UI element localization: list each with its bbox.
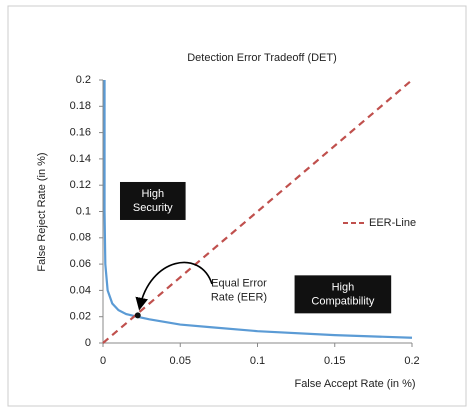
legend-label: EER-Line xyxy=(369,217,416,229)
y-axis-label: False Reject Rate (in %) xyxy=(36,152,48,271)
x-tick-label: 0.1 xyxy=(250,355,265,367)
y-tick-label: 0.04 xyxy=(70,284,91,296)
annotation-text: Security xyxy=(133,202,173,214)
y-tick-label: 0.1 xyxy=(76,205,91,217)
annotation-text: High xyxy=(332,281,355,293)
y-tick-label: 0.02 xyxy=(70,311,91,323)
eer-line xyxy=(102,79,413,344)
y-tick-label: 0.2 xyxy=(76,74,91,86)
y-tick-label: 0.12 xyxy=(70,179,91,191)
eer-point xyxy=(134,312,141,319)
x-tick-label: 0.2 xyxy=(404,355,419,367)
annotation-text: High xyxy=(141,188,164,200)
x-axis-label: False Accept Rate (in %) xyxy=(294,378,415,390)
annotation-box xyxy=(294,275,392,314)
y-tick-label: 0.06 xyxy=(70,258,91,270)
det-curve xyxy=(103,80,413,339)
annotation-box xyxy=(119,181,186,220)
x-tick-label: 0 xyxy=(100,355,106,367)
y-tick-label: 0.16 xyxy=(70,127,91,139)
eer-arrow xyxy=(135,261,213,311)
chart-title: Detection Error Tradeoff (DET) xyxy=(187,52,337,64)
annotation-text: Rate (EER) xyxy=(211,291,267,303)
y-tick-label: 0 xyxy=(85,337,91,349)
y-tick-label: 0.08 xyxy=(70,232,91,244)
frame xyxy=(7,5,467,407)
annotation-text: Compatibility xyxy=(311,295,374,307)
y-tick-label: 0.14 xyxy=(70,153,91,165)
x-tick-label: 0.15 xyxy=(324,355,345,367)
y-tick-label: 0.18 xyxy=(70,100,91,112)
x-tick-label: 0.05 xyxy=(170,355,191,367)
annotation-text: Equal Error xyxy=(211,277,267,289)
